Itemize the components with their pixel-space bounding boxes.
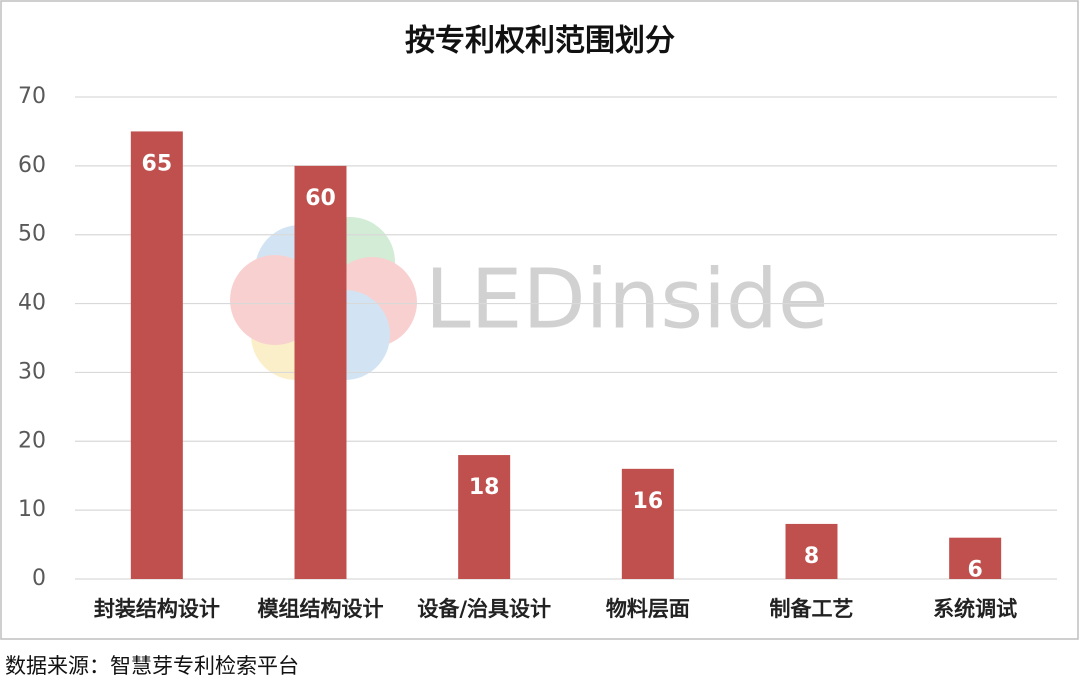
value-label: 6 bbox=[968, 558, 983, 583]
value-label: 18 bbox=[469, 475, 500, 500]
y-tick-label: 30 bbox=[18, 359, 46, 384]
bar bbox=[130, 131, 183, 579]
x-tick-label: 封装结构设计 bbox=[94, 597, 220, 621]
x-tick-label: 物料层面 bbox=[606, 597, 690, 621]
y-tick-label: 0 bbox=[32, 566, 46, 591]
y-tick-label: 60 bbox=[18, 153, 46, 178]
x-tick-label: 系统调试 bbox=[933, 597, 1017, 621]
y-tick-label: 40 bbox=[18, 291, 46, 316]
bar bbox=[949, 537, 1002, 579]
y-tick-label: 20 bbox=[18, 428, 46, 453]
y-tick-label: 10 bbox=[18, 497, 46, 522]
bar bbox=[294, 165, 347, 579]
x-tick-label: 制备工艺 bbox=[770, 597, 854, 621]
bar bbox=[785, 523, 838, 579]
chart-title: 按专利权利范围划分 bbox=[405, 24, 675, 59]
bar bbox=[458, 455, 511, 579]
y-tick-label: 50 bbox=[18, 222, 46, 247]
value-label: 16 bbox=[633, 489, 664, 514]
x-tick-label: 设备/治具设计 bbox=[417, 597, 551, 621]
source-note: 数据来源：智慧芽专利检索平台 bbox=[5, 654, 299, 678]
value-label: 8 bbox=[804, 544, 819, 569]
value-label: 60 bbox=[305, 186, 336, 211]
bar bbox=[621, 468, 674, 579]
y-tick-label: 70 bbox=[18, 84, 46, 109]
x-tick-label: 模组结构设计 bbox=[258, 597, 384, 621]
watermark: LEDinside bbox=[425, 252, 828, 347]
value-label: 65 bbox=[142, 151, 173, 176]
